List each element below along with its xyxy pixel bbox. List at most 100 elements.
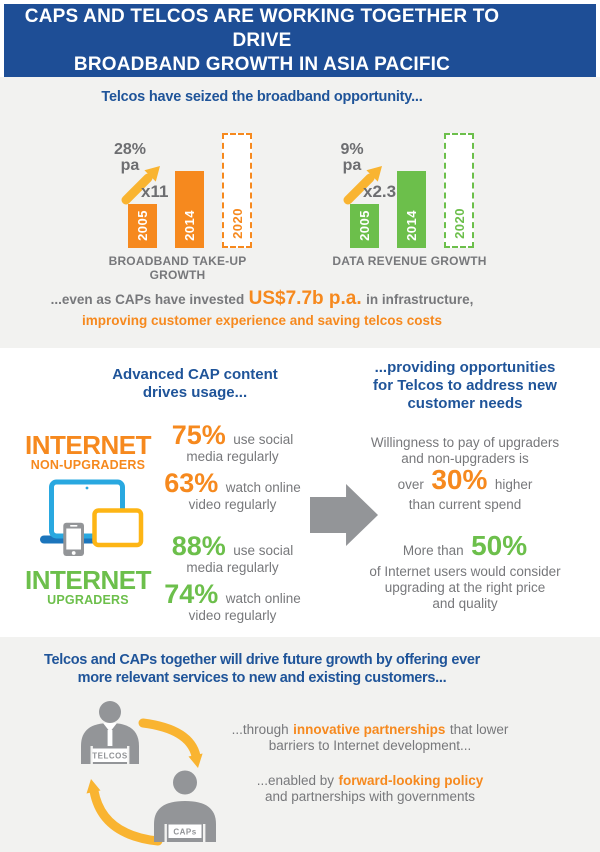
usage-left-heading: Advanced CAP content drives usage... bbox=[75, 366, 315, 402]
broadband-section-background bbox=[0, 77, 600, 348]
telcos-tie bbox=[107, 730, 113, 746]
bar-2005: 2005 bbox=[350, 204, 379, 248]
stat-text: media regularly bbox=[186, 449, 279, 464]
cycle-arrow-down-head bbox=[188, 753, 203, 768]
p1-line2: barriers to Internet development... bbox=[268, 738, 472, 753]
telcos-arm-gap bbox=[127, 746, 130, 764]
cycle-arrow-up-icon bbox=[89, 786, 163, 846]
non-upgraders-label-line2: NON-UPGRADERS bbox=[30, 458, 146, 472]
willingness-line2: and non-upgraders is bbox=[401, 451, 529, 466]
willingness-over: over bbox=[397, 477, 424, 492]
usage-right-heading-line3: customer needs bbox=[407, 395, 523, 412]
caps-person-icon: CAPs bbox=[154, 770, 216, 842]
header-banner: CAPS AND TELCOS ARE WORKING TOGETHER TO … bbox=[4, 4, 596, 77]
telcos-collar bbox=[103, 723, 117, 732]
cycle-arrow-up-head bbox=[86, 779, 101, 794]
partnership-text-1: ...through innovative partnerships that … bbox=[230, 721, 510, 754]
p1-highlight: innovative partnerships bbox=[293, 722, 446, 737]
broadband-takeup-chart: 28% pa x11 2005 2014 2020 BROADBAND TAKE… bbox=[85, 128, 270, 282]
willingness-value: 30% bbox=[431, 464, 488, 495]
chart-growth-rate: 9% pa bbox=[327, 142, 377, 174]
telcos-head bbox=[99, 701, 121, 723]
caps-arm-gap bbox=[203, 824, 206, 842]
chart-rate-value: 9% bbox=[340, 141, 364, 158]
telcos-person-icon: TELCOS bbox=[81, 701, 139, 764]
chart-multiplier: x11 bbox=[141, 182, 169, 201]
upgraders-label-line1: INTERNET bbox=[25, 565, 152, 595]
p2-line2: and partnerships with governments bbox=[264, 789, 476, 804]
telcos-caps-cycle-icon: TELCOS CAPs bbox=[81, 701, 216, 846]
consider-line2: of Internet users would consider bbox=[369, 564, 561, 579]
willingness-line4: than current spend bbox=[408, 497, 522, 512]
caps-label: CAPs bbox=[173, 828, 196, 837]
header-title-line1: CAPS AND TELCOS ARE WORKING TOGETHER TO … bbox=[24, 5, 500, 51]
laptop-camera-icon bbox=[85, 486, 89, 490]
invest-prefix: ...even as CAPs have invested bbox=[50, 292, 245, 307]
future-section-heading: Telcos and CAPs together will drive futu… bbox=[0, 651, 524, 687]
caps-head bbox=[173, 770, 197, 795]
bar-2020-projected: 2020 bbox=[444, 133, 474, 248]
stat-social-nonupgraders: 75% use social media regularly bbox=[145, 422, 320, 465]
telcos-arm-gap bbox=[90, 746, 93, 764]
stat-text: use social bbox=[233, 432, 294, 447]
p1-suffix: that lower bbox=[449, 722, 509, 737]
willingness-higher: higher bbox=[494, 477, 533, 492]
consider-more-than: More than bbox=[402, 543, 464, 558]
willingness-line1: Willingness to pay of upgraders bbox=[370, 435, 560, 450]
growth-arrow-icon bbox=[343, 166, 382, 205]
p2-highlight: forward-looking policy bbox=[338, 773, 484, 788]
chart-rate-value: 28% bbox=[113, 141, 147, 158]
stat-text: watch online bbox=[225, 591, 301, 606]
caps-label-box bbox=[168, 824, 202, 838]
usage-right-heading: ...providing opportunities for Telcos to… bbox=[340, 359, 590, 413]
consider-highlight: More than 50% bbox=[340, 532, 590, 565]
stat-video-upgraders: 74% watch online video regularly bbox=[145, 581, 320, 624]
upgraders-label-line2: UPGRADERS bbox=[47, 593, 129, 607]
invest-amount: US$7.7b p.a. bbox=[248, 288, 362, 309]
partnership-text-2: ...enabled by forward-looking policy and… bbox=[230, 772, 510, 805]
willingness-text: Willingness to pay of upgraders and non-… bbox=[340, 435, 590, 467]
chart-growth-rate: 28% pa bbox=[105, 142, 155, 174]
phone-button bbox=[71, 551, 76, 555]
stat-text: watch online bbox=[225, 480, 301, 495]
header-title: CAPS AND TELCOS ARE WORKING TOGETHER TO … bbox=[4, 4, 520, 77]
consider-line4: and quality bbox=[432, 596, 498, 611]
bar-2020-projected: 2020 bbox=[222, 133, 252, 248]
caps-arm-gap bbox=[164, 824, 167, 842]
invest-suffix: in infrastructure, bbox=[366, 292, 474, 307]
invest-statement: ...even as CAPs have invested US$7.7b p.… bbox=[0, 288, 524, 311]
usage-right-heading-line2: for Telcos to address new bbox=[373, 377, 557, 394]
invest-statement-line2: improving customer experience and saving… bbox=[81, 313, 443, 328]
stat-value: 88% bbox=[171, 531, 226, 561]
p2-prefix: ...enabled by bbox=[256, 773, 335, 788]
chart-rate-unit: pa bbox=[342, 157, 362, 174]
stat-value: 75% bbox=[171, 420, 226, 450]
chart-multiplier: x2.3 bbox=[363, 182, 397, 201]
bar-year-label: 2014 bbox=[404, 210, 419, 241]
future-heading-line1: Telcos and CAPs together will drive futu… bbox=[44, 652, 480, 668]
consider-value: 50% bbox=[471, 530, 528, 561]
stat-value: 74% bbox=[164, 579, 219, 609]
header-title-line2: BROADBAND GROWTH IN ASIA PACIFIC bbox=[73, 53, 451, 75]
stat-text: video regularly bbox=[188, 608, 277, 623]
telcos-label: TELCOS bbox=[92, 752, 128, 761]
stat-social-upgraders: 88% use social media regularly bbox=[145, 533, 320, 576]
non-upgraders-label-line1: INTERNET bbox=[25, 430, 152, 460]
upgraders-label: INTERNET UPGRADERS bbox=[23, 567, 153, 607]
bar-2005: 2005 bbox=[128, 204, 157, 248]
bar-2014: 2014 bbox=[397, 171, 426, 248]
telcos-label-box bbox=[92, 748, 128, 762]
willingness-highlight: over 30% higher bbox=[340, 466, 590, 499]
consider-line3: upgrading at the right price bbox=[384, 580, 546, 595]
growth-arrow-icon bbox=[121, 166, 160, 205]
future-heading-line2: more relevant services to new and existi… bbox=[77, 670, 447, 686]
chart-caption: BROADBAND TAKE-UP GROWTH bbox=[108, 254, 247, 282]
stat-video-nonupgraders: 63% watch online video regularly bbox=[145, 470, 320, 513]
stat-value: 63% bbox=[164, 468, 219, 498]
bar-year-label: 2014 bbox=[182, 210, 197, 241]
usage-left-heading-line2: drives usage... bbox=[142, 384, 248, 401]
chart-rate-unit: pa bbox=[120, 157, 140, 174]
phone-screen bbox=[66, 528, 81, 550]
tablet-icon bbox=[92, 508, 144, 548]
